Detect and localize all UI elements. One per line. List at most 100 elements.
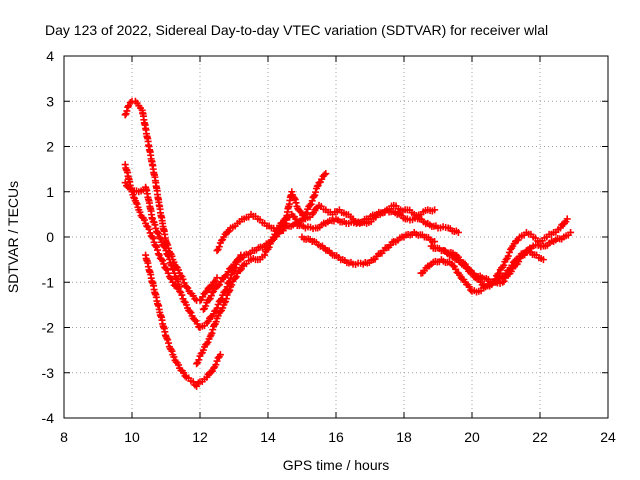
data-point (500, 261, 508, 269)
data-point (156, 235, 164, 243)
data-point (195, 356, 203, 364)
x-tick-label: 8 (60, 429, 68, 445)
data-point (123, 107, 131, 115)
x-tick-label: 14 (260, 429, 276, 445)
data-point (214, 282, 222, 290)
data-point (288, 188, 296, 196)
series-track-7 (199, 206, 462, 313)
x-tick-label: 10 (124, 429, 140, 445)
data-point (223, 271, 231, 279)
chart-title: Day 123 of 2022, Sidereal Day-to-day VTE… (45, 22, 548, 38)
data-point (160, 242, 168, 250)
data-point (431, 206, 439, 214)
data-point (449, 262, 457, 270)
data-point (167, 261, 175, 269)
y-tick-label: -2 (42, 320, 55, 336)
data-point (207, 369, 215, 377)
y-tick-label: 4 (46, 48, 54, 64)
y-axis-label: SDTVAR / TECUs (5, 181, 21, 293)
data-point (208, 329, 216, 337)
data-point (140, 216, 148, 224)
data-point (199, 346, 207, 354)
data-point (205, 296, 213, 304)
data-point (468, 269, 476, 277)
data-point (431, 238, 439, 246)
data-point (202, 302, 210, 310)
data-point (165, 339, 173, 347)
y-tick-label: -4 (42, 410, 55, 426)
data-point (213, 274, 221, 282)
data-point (154, 250, 162, 258)
data-point (163, 334, 171, 342)
x-axis-label: GPS time / hours (283, 457, 390, 473)
data-point (154, 230, 162, 238)
data-point (177, 272, 185, 280)
data-point (152, 242, 160, 250)
data-point (174, 361, 182, 369)
data-point (226, 286, 234, 294)
data-point (174, 277, 182, 285)
data-points (121, 97, 575, 390)
data-point (296, 207, 304, 215)
data-point (208, 288, 216, 296)
data-point (563, 215, 571, 223)
x-tick-label: 20 (464, 429, 480, 445)
data-point (225, 288, 233, 296)
data-point (210, 364, 218, 372)
data-point (232, 273, 240, 281)
data-point (121, 111, 129, 119)
data-point (145, 225, 153, 233)
data-point (236, 266, 244, 274)
data-point (154, 229, 161, 237)
data-point (151, 221, 159, 229)
data-point (182, 283, 190, 291)
series-track-1 (121, 97, 221, 304)
data-point (292, 199, 300, 207)
data-point (539, 256, 547, 264)
data-point (165, 252, 173, 260)
data-point (161, 243, 169, 251)
data-point (322, 170, 330, 178)
y-tick-label: -1 (42, 274, 55, 290)
data-point (221, 299, 229, 307)
data-point (171, 269, 178, 277)
series-track-8 (298, 228, 439, 269)
data-point (162, 265, 170, 273)
data-point (149, 235, 157, 243)
data-point (154, 246, 161, 254)
data-point (502, 256, 510, 264)
data-point (204, 338, 212, 346)
data-point (506, 264, 514, 272)
data-point (169, 265, 177, 273)
data-point (454, 228, 462, 236)
data-point (313, 182, 321, 190)
y-tick-label: -3 (42, 365, 55, 381)
data-point (176, 283, 184, 291)
data-point (222, 295, 230, 303)
y-tick-label: 3 (46, 93, 54, 109)
data-point (182, 301, 190, 309)
data-point (310, 193, 318, 201)
data-point (217, 278, 225, 286)
data-point (187, 309, 195, 317)
x-tick-label: 18 (396, 429, 412, 445)
data-point (178, 291, 186, 299)
data-point (224, 228, 232, 236)
data-point (212, 361, 220, 369)
data-point (216, 296, 224, 304)
y-tick-label: 0 (46, 229, 54, 245)
data-point (184, 284, 192, 292)
data-point (132, 199, 140, 207)
data-point (164, 336, 172, 344)
data-point (228, 281, 236, 289)
data-point (136, 208, 144, 216)
data-point (290, 194, 298, 202)
data-point (179, 275, 187, 283)
data-point (504, 252, 512, 260)
data-point (191, 316, 199, 324)
data-point (170, 353, 178, 361)
x-tick-label: 12 (192, 429, 208, 445)
series-track-3 (121, 179, 184, 291)
